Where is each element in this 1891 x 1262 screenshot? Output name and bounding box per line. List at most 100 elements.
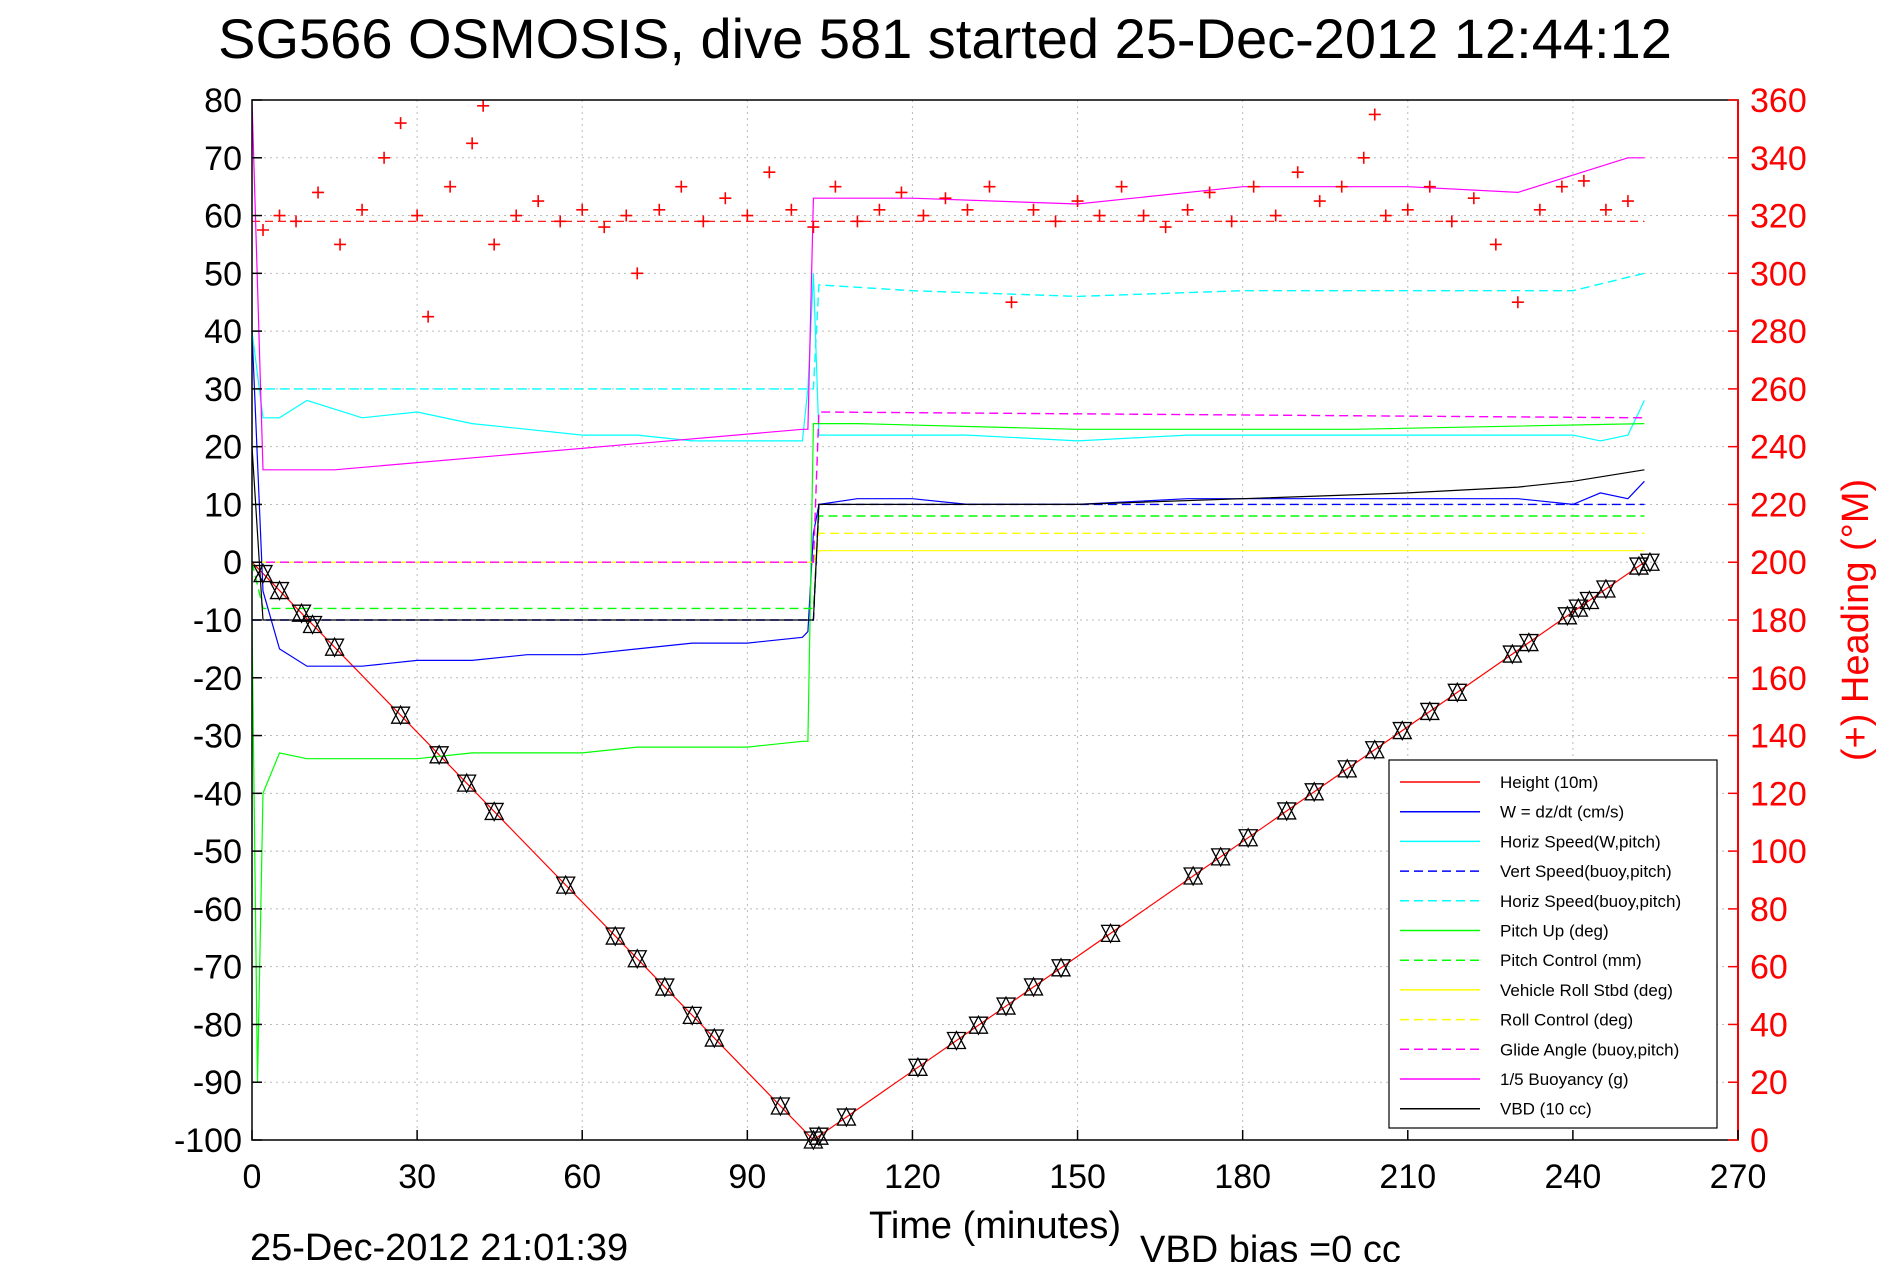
waypoint-marker	[1579, 590, 1600, 611]
y-tick-label: 10	[204, 486, 242, 524]
right-tick-label: 280	[1750, 313, 1807, 351]
y-tick-label: -100	[174, 1122, 242, 1160]
y-tick-label: 30	[204, 371, 242, 409]
heading-point	[411, 209, 424, 222]
right-tick-label: 160	[1750, 660, 1807, 698]
y-tick-label: 60	[204, 198, 242, 236]
right-axis-label: (+) Heading (°M)	[1835, 479, 1877, 761]
right-tick-label: 320	[1750, 198, 1807, 236]
waypoint-marker	[995, 995, 1017, 1017]
heading-point	[741, 209, 754, 222]
x-tick-label: 0	[243, 1158, 262, 1196]
y-tick-label: 40	[204, 313, 242, 351]
waypoint-marker	[1050, 957, 1072, 979]
series-line	[252, 550, 1645, 563]
heading-point	[1071, 195, 1084, 208]
right-tick-label: 40	[1750, 1006, 1788, 1044]
y-tick-label: 50	[204, 255, 242, 293]
y-tick-label: -50	[193, 833, 242, 871]
heading-point	[1137, 209, 1150, 222]
heading-point	[1049, 215, 1062, 228]
waypoint-marker	[704, 1027, 725, 1049]
right-tick-label: 200	[1750, 544, 1807, 582]
series-line	[251, 446, 1645, 621]
heading-point	[1423, 180, 1436, 193]
heading-point	[961, 203, 974, 216]
heading-point	[1247, 180, 1260, 193]
heading-point	[1511, 296, 1524, 309]
legend-entry: 1/5 Buoyancy (g)	[1500, 1070, 1629, 1089]
right-tick-label: 80	[1750, 891, 1788, 929]
right-tick-label: 140	[1750, 718, 1807, 756]
heading-point	[422, 310, 435, 323]
right-tick-label: 300	[1750, 255, 1807, 293]
waypoint-marker	[836, 1106, 857, 1128]
x-axis-ticks: 0 30 60 90 120 150 180 210 240 270	[243, 1130, 1766, 1196]
heading-point	[1225, 215, 1238, 228]
heading-point	[1555, 180, 1568, 193]
series-line	[251, 331, 1645, 667]
waypoint-marker	[1392, 720, 1413, 741]
heading-point	[807, 221, 820, 234]
heading-point	[1533, 203, 1546, 216]
right-tick-label: 120	[1750, 775, 1807, 813]
legend: Height (10m) W = dz/dt (cm/s) Horiz Speed(…	[1388, 759, 1718, 1129]
heading-point	[394, 117, 407, 130]
x-axis-label: Time (minutes)	[869, 1205, 1121, 1247]
legend-entry: Vehicle Roll Stbd (deg)	[1500, 981, 1673, 1000]
y-tick-label: -60	[193, 891, 242, 929]
heading-point	[1368, 108, 1381, 121]
heading-point	[983, 180, 996, 193]
waypoint-marker	[324, 636, 345, 658]
heading-point	[1445, 215, 1458, 228]
waypoint-marker	[1337, 758, 1358, 780]
x-tick-label: 120	[884, 1158, 941, 1196]
y-axis-ticks: 80 70 60 50 40 30 20 10 0 -10 -20 -30 -40 -50 -60 -70 -8…	[174, 82, 262, 1160]
waypoint-marker	[627, 948, 648, 970]
y-tick-label: -70	[193, 949, 242, 987]
y-tick-label: -90	[193, 1064, 242, 1102]
heading-point	[312, 186, 325, 199]
series-line	[251, 423, 1645, 1083]
footer-timestamp: 25-Dec-2012 21:01:39	[250, 1227, 628, 1262]
right-tick-label: 20	[1750, 1064, 1788, 1102]
waypoint-marker	[808, 1125, 829, 1147]
right-tick-label: 260	[1750, 371, 1807, 409]
waypoint-marker	[429, 744, 450, 766]
series-line	[252, 272, 1645, 390]
right-tick-label: 60	[1750, 949, 1788, 987]
right-tick-label: 220	[1750, 486, 1807, 524]
heading-point	[576, 203, 589, 216]
y-tick-label: -10	[193, 602, 242, 640]
waypoint-marker	[456, 772, 477, 794]
heading-point	[1093, 209, 1106, 222]
heading-point	[1181, 203, 1194, 216]
waypoint-marker	[1447, 681, 1468, 703]
right-tick-label: 100	[1750, 833, 1807, 871]
series-group	[251, 99, 1661, 1151]
heading-point	[1357, 151, 1370, 164]
x-tick-label: 210	[1379, 1158, 1436, 1196]
heading-point	[532, 195, 545, 208]
x-tick-label: 150	[1049, 1158, 1106, 1196]
legend-entry: Roll Control (deg)	[1500, 1011, 1633, 1030]
heading-point	[1005, 296, 1018, 309]
x-tick-label: 90	[728, 1158, 766, 1196]
heading-point	[719, 192, 732, 205]
waypoint-marker	[1210, 846, 1231, 868]
legend-entry: Horiz Speed(buoy,pitch)	[1500, 892, 1681, 911]
heading-point	[1621, 195, 1634, 208]
waypoint-marker	[1276, 800, 1297, 822]
heading-point	[653, 203, 666, 216]
heading-point	[1159, 221, 1172, 234]
heading-point	[675, 180, 688, 193]
heading-point	[1467, 192, 1480, 205]
y-tick-label: -80	[193, 1006, 242, 1044]
heading-point	[631, 267, 644, 280]
legend-items: Height (10m) W = dz/dt (cm/s) Horiz Speed(…	[1400, 773, 1681, 1119]
series-line	[252, 411, 1645, 563]
heading-point	[1313, 195, 1326, 208]
right-tick-label: 340	[1750, 140, 1807, 178]
waypoint-marker	[1639, 551, 1661, 573]
heading-point	[356, 203, 369, 216]
